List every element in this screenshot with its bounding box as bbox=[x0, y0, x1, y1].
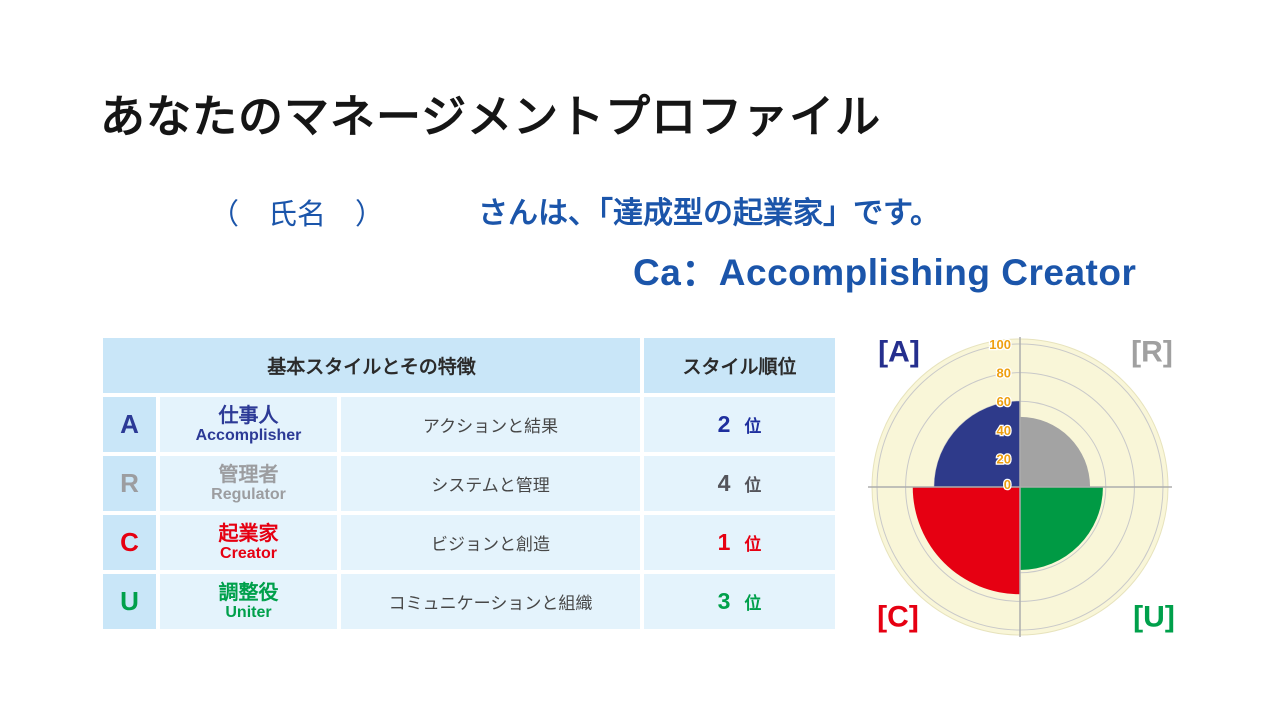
chart-corner-label-Uniter: [U] bbox=[1133, 601, 1175, 634]
result-sentence: さんは、「達成型の起業家」です。 bbox=[478, 197, 940, 230]
chart-tick-label-0: 0 bbox=[1004, 477, 1011, 492]
table-row-trait-R: システムと管理 bbox=[341, 456, 640, 511]
chart-tick-label-40: 40 bbox=[997, 423, 1011, 438]
chart-wedge-Creator bbox=[912, 487, 1020, 595]
table-row-stylename-U: 調整役 Uniter bbox=[160, 574, 337, 629]
table-header-rank: スタイル順位 bbox=[644, 338, 835, 393]
chart-tick-label-20: 20 bbox=[997, 451, 1011, 466]
table-row-letter-U: U bbox=[103, 574, 156, 629]
style-name-jp: 調整役 bbox=[218, 581, 279, 604]
style-name-jp: 管理者 bbox=[218, 463, 279, 486]
chart-wedge-Regulator bbox=[1020, 416, 1091, 487]
table-row-letter-A: A bbox=[103, 397, 156, 452]
rank-number: 3 bbox=[717, 588, 731, 614]
name-placeholder-field: （ 氏名 ） bbox=[210, 199, 385, 231]
rank-number: 4 bbox=[717, 470, 731, 496]
table-row-stylename-C: 起業家 Creator bbox=[160, 515, 337, 570]
chart-tick-label-80: 80 bbox=[997, 366, 1011, 381]
table-row-stylename-R: 管理者 Regulator bbox=[160, 456, 337, 511]
table-row-letter-C: C bbox=[103, 515, 156, 570]
chart-tick-label-60: 60 bbox=[997, 394, 1011, 409]
style-name-en: Creator bbox=[220, 544, 277, 562]
rank-number: 1 bbox=[717, 529, 731, 555]
result-type-code: Ca：Accomplishing Creator bbox=[633, 252, 1137, 293]
style-rank-table: 基本スタイルとその特徴 スタイル順位 A 仕事人 Accomplisher アクション… bbox=[103, 338, 835, 629]
chart-tick-label-100: 100 bbox=[989, 337, 1011, 352]
chart-corner-label-Regulator: [R] bbox=[1131, 336, 1173, 369]
table-row-trait-A: アクションと結果 bbox=[341, 397, 640, 452]
rank-number: 2 bbox=[717, 411, 731, 437]
rank-suffix: 位 bbox=[744, 476, 762, 495]
style-name-en: Uniter bbox=[225, 603, 272, 621]
chart-corner-label-Accomplisher: [A] bbox=[878, 336, 920, 369]
style-name-jp: 起業家 bbox=[218, 522, 279, 545]
table-row-trait-C: ビジョンと創造 bbox=[341, 515, 640, 570]
rank-suffix: 位 bbox=[744, 535, 762, 554]
chart-wedge-Accomplisher bbox=[934, 401, 1020, 487]
style-name-en: Accomplisher bbox=[195, 426, 302, 444]
table-row-letter-R: R bbox=[103, 456, 156, 511]
table-header-styles: 基本スタイルとその特徴 bbox=[103, 338, 640, 393]
chart-wedge-Uniter bbox=[1020, 487, 1103, 570]
style-name-en: Regulator bbox=[211, 485, 286, 503]
style-name-jp: 仕事人 bbox=[218, 404, 279, 427]
table-row-trait-U: コミュニケーションと組織 bbox=[341, 574, 640, 629]
page-title: あなたのマネージメントプロファイル bbox=[100, 92, 882, 142]
rank-suffix: 位 bbox=[744, 417, 762, 436]
chart-corner-label-Creator: [C] bbox=[877, 601, 919, 634]
rank-suffix: 位 bbox=[744, 594, 762, 613]
quadrant-chart: 0 20 40 60 80 100 [A] [R] [C] [U] bbox=[858, 325, 1180, 651]
quadrant-chart-svg: 0 20 40 60 80 100 [A] [R] [C] [U] bbox=[868, 336, 1175, 637]
table-row-stylename-A: 仕事人 Accomplisher bbox=[160, 397, 337, 452]
